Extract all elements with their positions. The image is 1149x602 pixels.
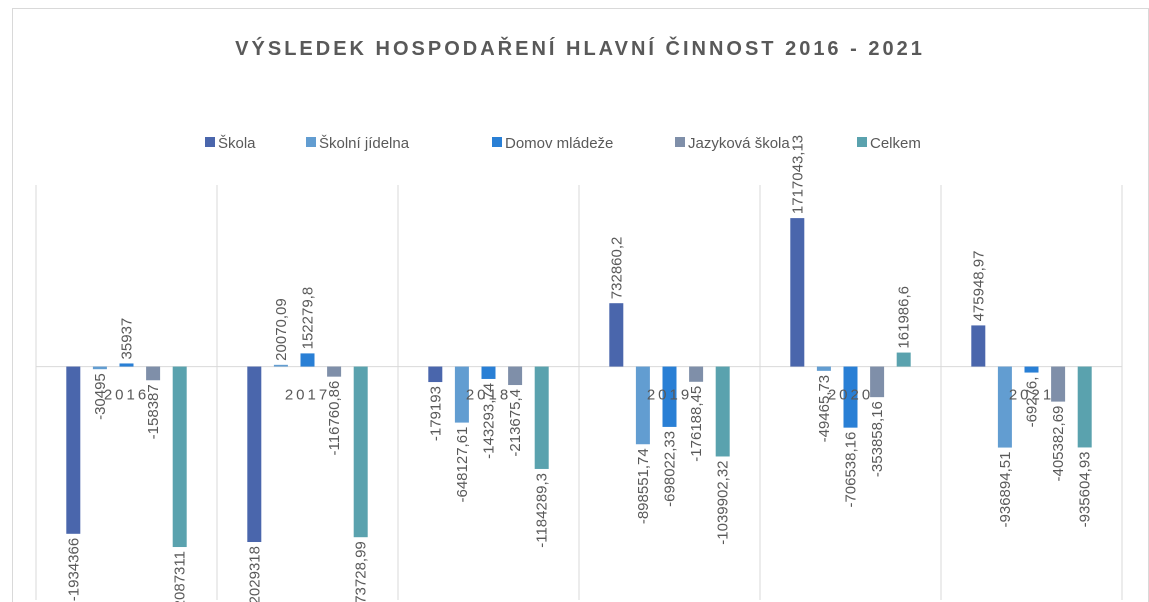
- bar: [119, 363, 134, 367]
- bar: [790, 218, 805, 367]
- data-label: -179193: [427, 386, 444, 441]
- data-label: -1039902,32: [715, 460, 732, 544]
- bar: [715, 366, 730, 457]
- data-label: -69276,: [1024, 377, 1041, 428]
- data-label: -1934366: [65, 538, 82, 601]
- data-label: -116760,86: [326, 381, 343, 456]
- legend-label: Celkem: [870, 135, 921, 152]
- bar: [428, 366, 443, 383]
- legend-marker: [492, 137, 502, 147]
- legend-marker: [857, 137, 867, 147]
- bar: [635, 366, 650, 445]
- data-label: -706538,16: [843, 432, 860, 508]
- data-label: -1184289,3: [534, 473, 551, 548]
- bar: [1077, 366, 1092, 448]
- data-label: -213675,4: [507, 389, 524, 457]
- data-label: -158387: [145, 384, 162, 439]
- data-label: -936894,51: [997, 452, 1014, 528]
- data-label: -405382,69: [1050, 406, 1067, 482]
- bar: [300, 353, 315, 367]
- x-tick-label: 2020: [828, 387, 873, 404]
- data-label: -2087311: [172, 551, 189, 602]
- legend-label: Jazyková škola: [688, 135, 790, 152]
- x-tick-label: 2021: [1009, 387, 1054, 404]
- legend-marker: [205, 137, 215, 147]
- chart-border: [12, 8, 1149, 602]
- bar: [997, 366, 1012, 448]
- bar: [66, 366, 81, 534]
- chart-title: VÝSLEDEK HOSPODAŘENÍ HLAVNÍ ČINNOST 2016…: [235, 36, 925, 60]
- bar: [273, 364, 288, 367]
- bar: [816, 366, 831, 371]
- data-label: -30495: [92, 373, 109, 420]
- x-tick-label: 2016: [104, 387, 149, 404]
- data-label: -353858,16: [869, 401, 886, 477]
- bar: [508, 366, 523, 386]
- bar: [481, 366, 496, 379]
- data-label: 161986,6: [896, 286, 913, 349]
- bar: [454, 366, 469, 423]
- data-label: -176188,45: [688, 386, 705, 462]
- bar: [92, 366, 107, 370]
- bar: [609, 303, 624, 367]
- data-label: -1973728,99: [353, 541, 370, 602]
- bar: [353, 366, 368, 538]
- bar: [870, 366, 885, 398]
- data-label: 732860,2: [608, 237, 625, 300]
- x-tick-label: 2017: [285, 387, 330, 404]
- x-tick-label: 2018: [466, 387, 511, 404]
- bar: [1024, 366, 1039, 373]
- bar: [534, 366, 549, 469]
- data-label: 152279,8: [300, 287, 317, 350]
- data-label: -648127,61: [454, 427, 471, 503]
- legend-label: Škola: [218, 135, 256, 152]
- legend-label: Domov mládeže: [505, 135, 613, 152]
- bar: [247, 366, 262, 543]
- data-label: -143293,74: [481, 383, 498, 459]
- data-label: 1717043,13: [789, 135, 806, 214]
- bar: [662, 366, 677, 427]
- bar: [172, 366, 187, 548]
- data-label: -2029318: [246, 546, 263, 602]
- bar: [1051, 366, 1066, 402]
- data-label: -898551,74: [635, 448, 652, 524]
- x-tick-label: 2019: [647, 387, 692, 404]
- bar: [146, 366, 161, 381]
- bar: [896, 352, 911, 367]
- data-label: -698022,33: [662, 431, 679, 507]
- data-label: 20070,09: [273, 298, 290, 361]
- bar: [971, 325, 986, 367]
- bar: [327, 366, 342, 377]
- bar: [843, 366, 858, 428]
- data-label: -935604,93: [1077, 451, 1094, 527]
- legend-marker: [306, 137, 316, 147]
- legend-marker: [675, 137, 685, 147]
- data-label: 475948,97: [970, 251, 987, 322]
- bar: [689, 366, 704, 382]
- legend-label: Školní jídelna: [319, 135, 410, 152]
- data-label: 35937: [119, 318, 136, 360]
- data-label: -49465,73: [816, 375, 833, 443]
